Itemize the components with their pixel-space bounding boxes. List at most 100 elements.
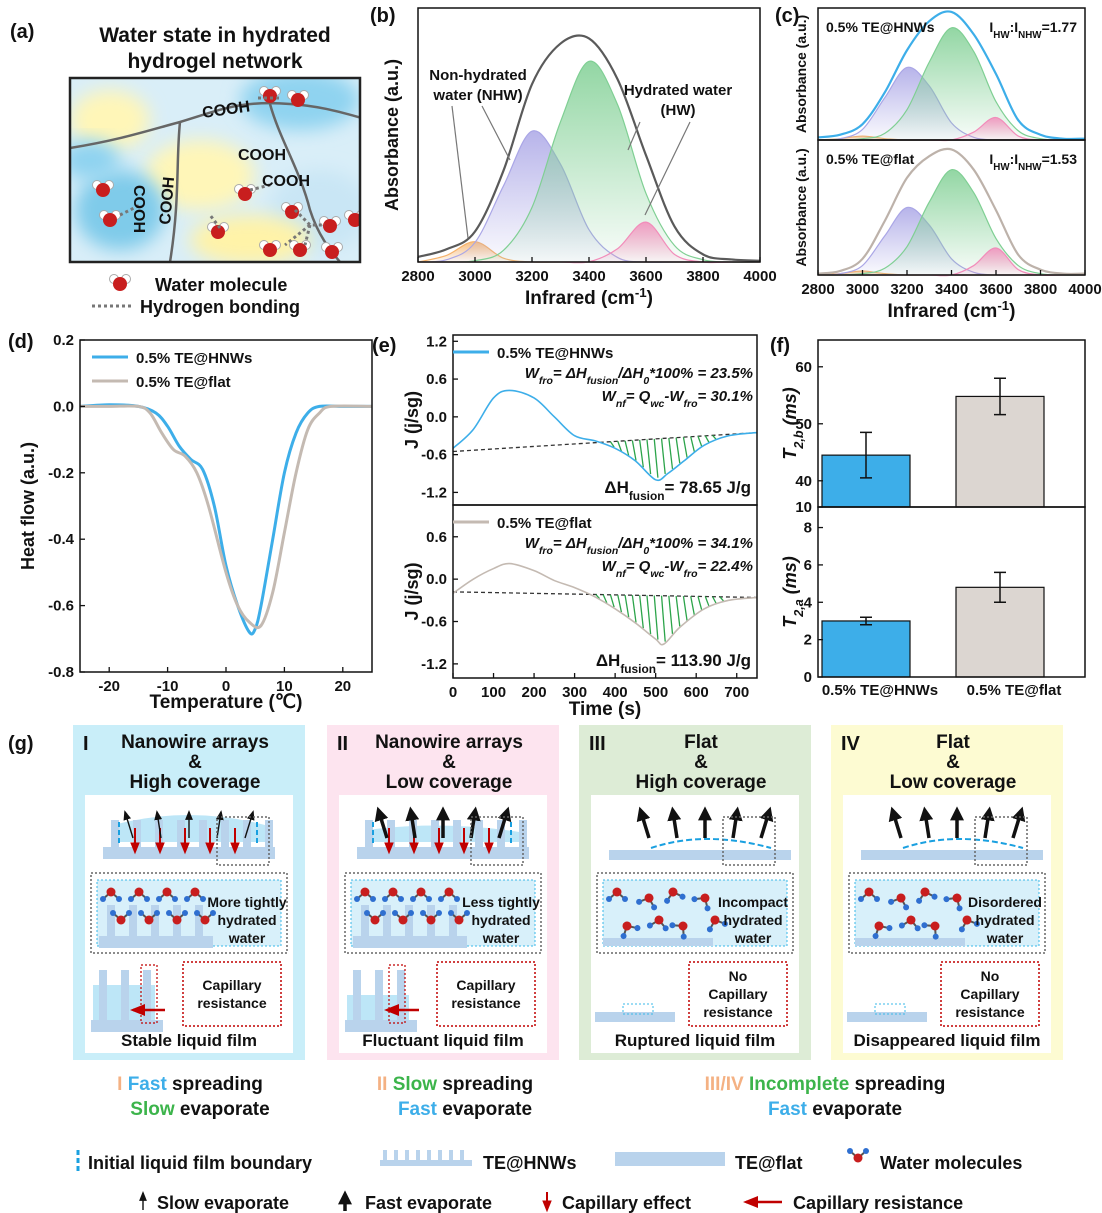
panel-label: (d) [8, 331, 34, 353]
summary-line: Slow evaporate [130, 1099, 269, 1120]
summary-line: Fast evaporate [398, 1099, 532, 1120]
x-tick-label: -10 [157, 678, 179, 695]
nanowire [99, 970, 107, 1020]
x-tick-label: 200 [522, 684, 547, 701]
hydrogen [410, 896, 416, 902]
legend-text: 0.5% TE@flat [136, 374, 231, 391]
x-tick-label: 3200 [890, 281, 923, 298]
legend-hnws [380, 1160, 472, 1166]
scenario-caption: Stable liquid film [121, 1031, 257, 1050]
scenario-title: High coverage [130, 772, 261, 793]
water-molecule [194, 910, 216, 925]
scenario-title: Flat [684, 732, 718, 753]
annotation-pointer [481, 105, 511, 161]
oxygen [263, 89, 277, 103]
hydration-text: water [228, 930, 266, 946]
oxygen [952, 893, 962, 903]
substrate [609, 850, 791, 860]
hydrogen [634, 925, 641, 932]
hydrogen [916, 897, 923, 904]
legend-nanowire [449, 1150, 453, 1160]
hydrogen-bond [293, 208, 325, 227]
hydrogen [888, 898, 895, 905]
scenario-numeral: I [83, 733, 89, 755]
water-molecule [664, 887, 686, 904]
formula-part: wc [650, 398, 664, 410]
oxygen [622, 921, 632, 931]
oxygen [291, 93, 305, 107]
water-molecule [888, 893, 910, 911]
water-molecule [620, 921, 641, 940]
ratio-label-part: :I [1010, 151, 1019, 167]
hatch [595, 594, 601, 599]
formula: Wfro= ΔHfusion/ΔH0*100% = 23.5% [525, 365, 753, 387]
oxygen [285, 205, 299, 219]
nanowire [453, 820, 461, 847]
panel-label: (b) [370, 5, 396, 27]
oxygen [710, 915, 720, 925]
enthalpy-label-part: fusion [629, 489, 665, 503]
panel-title: hydrogel network [127, 50, 302, 73]
x-tick-label: 400 [603, 684, 628, 701]
panel-label: (g) [8, 733, 34, 755]
formula: Wnf= Qwc-Wfro= 22.4% [602, 558, 753, 580]
y-tick-label: 40 [795, 473, 812, 490]
water-blob [145, 140, 255, 210]
x-tick-label: 3800 [1024, 281, 1057, 298]
nanowire [365, 820, 373, 847]
water-molecule [138, 910, 160, 925]
hydrogen [636, 898, 643, 905]
ratio-label-part: =1.53 [1042, 151, 1078, 167]
error-bar [994, 377, 1006, 416]
oxygen [853, 1153, 863, 1163]
legend-text: Slow evaporate [157, 1193, 289, 1213]
group-label: COOH [201, 98, 251, 122]
hydrogen [454, 896, 460, 902]
hatch [609, 594, 615, 608]
x-tick-label: 0 [449, 684, 457, 701]
legend-text: TE@HNWs [483, 1153, 577, 1173]
legend-nanowire [427, 1150, 431, 1160]
x-tick-label: 2800 [401, 268, 434, 285]
hydrogen [156, 896, 162, 902]
hydrogen [172, 896, 178, 902]
evaporate-arrow [636, 806, 651, 839]
formula-part: nf [616, 398, 627, 410]
y-axis-label-part: (ms) [780, 556, 800, 599]
hydrogen [903, 904, 910, 911]
hydration-text: hydrated [217, 912, 276, 928]
water-molecule [847, 1148, 869, 1163]
water-molecule [128, 887, 150, 902]
oxygen [211, 225, 225, 239]
hatch [646, 595, 652, 635]
x-tick-label: 3600 [629, 268, 662, 285]
evaporate-arrow [667, 806, 682, 839]
legend-text: 0.5% TE@HNWs [136, 350, 252, 367]
spectrum-line [817, 10, 1086, 141]
y-tick-label: 0 [804, 669, 812, 686]
oxygen [200, 915, 210, 925]
hydrogen [606, 896, 612, 902]
legend-text: TE@flat [735, 1153, 803, 1173]
legend-text: Water molecules [880, 1153, 1022, 1173]
legend-text: Capillary effect [562, 1193, 691, 1213]
water-molecule [184, 887, 206, 902]
summary-part: Slow [130, 1099, 175, 1120]
enthalpy-label-part: = 78.65 J/g [665, 478, 751, 497]
ratio-label-part: :I [1010, 19, 1019, 35]
hydrogen-bond [208, 214, 222, 229]
hatch [712, 434, 717, 440]
legend-text: Fast evaporate [365, 1193, 492, 1213]
hydrogen [931, 893, 938, 900]
substrate [603, 938, 713, 946]
water-blob [75, 170, 165, 250]
error-bar [860, 616, 872, 626]
oxygen [144, 915, 154, 925]
series-line [452, 562, 758, 646]
hydrogel-scene [70, 78, 360, 262]
hydrogen [464, 910, 470, 916]
series-line [80, 404, 373, 630]
summary-part: Fast [128, 1074, 168, 1095]
error-bar [860, 431, 872, 479]
oxygen [113, 277, 127, 291]
